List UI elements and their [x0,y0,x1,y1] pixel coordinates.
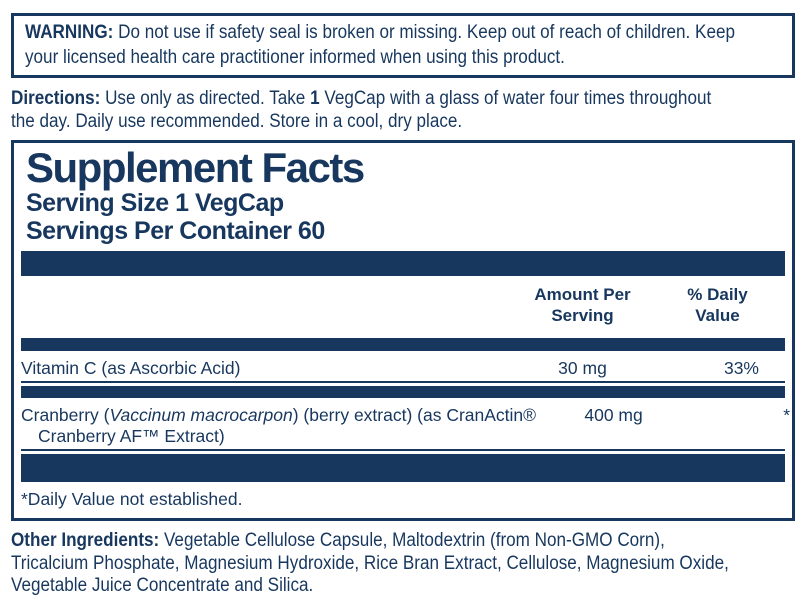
divider-bar-top [21,251,785,276]
other-ingredients-text: Other Ingredients: Vegetable Cellulose C… [11,530,795,598]
directions-text: Directions: Use only as directed. Take 1… [11,87,795,133]
other-ingredients-line-2: Tricalcium Phosphate, Magnesium Hydroxid… [11,552,729,574]
warning-text: WARNING: Do not use if safety seal is br… [25,20,781,70]
amount-value: 400 mg [584,405,643,425]
serving-size: Serving Size 1 VegCap [26,189,284,217]
warning-line1-text: Do not use if safety seal is broken or m… [118,22,735,43]
dv-value: 33% [723,358,759,378]
other-ingredients-line-3: Vegetable Juice Concentrate and Silica. [11,575,314,596]
facts-title: Supplement Facts [26,144,365,191]
dv-value: * [783,405,791,425]
amount-per-serving-header: Amount Per Serving [505,284,650,326]
divider-bar-row [21,386,785,398]
warning-line-1: WARNING: Do not use if safety seal is br… [25,20,735,45]
amount-value: 30 mg [558,358,607,378]
divider-bar-bottom [21,454,785,482]
ingredient-name: Vitamin C (as Ascorbic Acid) [21,358,241,378]
cranberry-name-post: ) (berry extract) (as CranActin® [292,405,537,425]
directions-before-qty: Use only as directed. Take [105,88,306,109]
cranberry-name-pre: Cranberry ( [21,405,110,425]
warning-line-2: your licensed health care practitioner i… [25,47,565,68]
other-ingredients-label: Other Ingredients: [11,530,160,551]
header-name-spacer [21,284,505,326]
directions-line-2: the day. Daily use recommended. Store in… [11,111,463,132]
supplement-facts-panel: Supplement Facts Serving Size 1 VegCap S… [11,140,795,521]
directions-line-1: Directions: Use only as directed. Take 1… [11,87,717,110]
warning-box: WARNING: Do not use if safety seal is br… [11,13,795,78]
directions-after-qty: VegCap with a glass of water four times … [324,88,712,109]
cranberry-name-line2: Cranberry AF™ Extract) [38,426,225,446]
dv-header-line2: Value [695,306,740,325]
table-row-cranberry: Cranberry (Vaccinum macrocarpon) (berry … [21,398,790,451]
other-ingredients-line1-text: Vegetable Cellulose Capsule, Maltodextri… [163,530,665,551]
servings-per-container: Servings Per Container 60 [26,217,325,245]
amount-header-line1: Amount Per [534,285,631,304]
dv-header-line1: % Daily [687,285,748,304]
directions-label: Directions: [11,88,101,109]
daily-value-header: % Daily Value [650,284,785,326]
ingredient-name: Cranberry (Vaccinum macrocarpon) (berry … [21,405,536,447]
divider-bar-header [21,338,785,351]
warning-label: WARNING: [25,22,114,43]
cranberry-name-line1: Cranberry (Vaccinum macrocarpon) (berry … [21,405,536,425]
directions-quantity: 1 [310,88,320,109]
table-header-row: Amount Per Serving % Daily Value [21,276,785,338]
amount-header-line2: Serving [551,306,614,325]
cranberry-species-italic: Vaccinum macrocarpon [109,405,293,425]
daily-value-footnote: *Daily Value not established. [21,489,243,509]
table-row-vitamin-c: Vitamin C (as Ascorbic Acid) 30 mg 33% [21,351,785,383]
other-ingredients-line-1: Other Ingredients: Vegetable Cellulose C… [11,530,717,553]
